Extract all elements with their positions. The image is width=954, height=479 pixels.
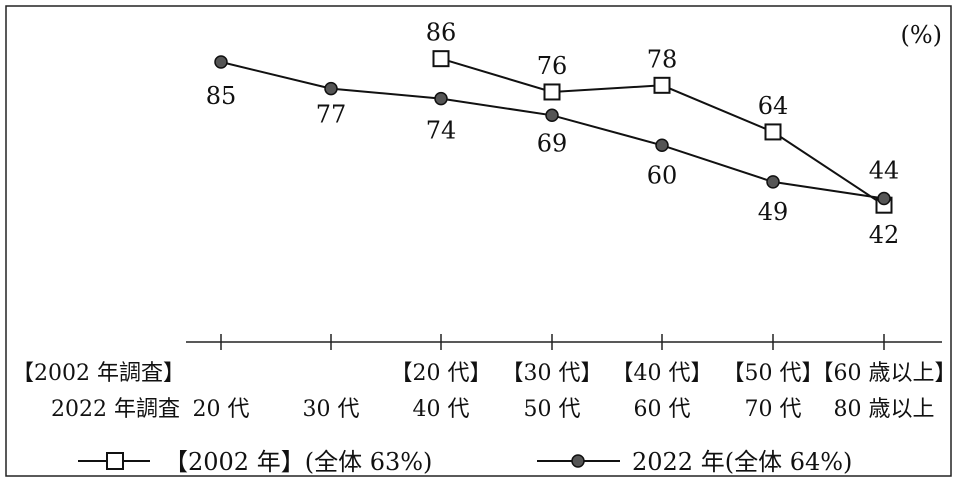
category-label-2022: 40 代	[413, 397, 470, 422]
legend-label-2002: 【2002 年】(全体 63%)	[164, 448, 432, 476]
data-point-square	[543, 83, 561, 101]
legend: 【2002 年】(全体 63%) 2022 年(全体 64%)	[78, 448, 852, 476]
data-point-dot	[766, 175, 780, 189]
data-label: 60	[647, 161, 678, 189]
data-point-square	[764, 123, 782, 141]
category-label-2002: 【60 歳以上】	[812, 361, 954, 386]
category-label-2022: 30 代	[303, 397, 360, 422]
data-label: 64	[758, 92, 789, 120]
data-point-dot	[545, 108, 559, 123]
category-label-2022: 80 歳以上	[834, 397, 935, 422]
category-labels-2022: 20 代 30 代 40 代 50 代 60 代 70 代 80 歳以上	[193, 397, 935, 422]
legend-dot-marker	[571, 454, 585, 468]
category-label-2022: 70 代	[745, 397, 802, 422]
data-label: 42	[869, 221, 900, 249]
x-ticks	[220, 334, 885, 350]
row-label-2002: 【2002 年調査】	[12, 361, 185, 386]
data-label: 85	[206, 82, 237, 110]
row-label-2022: 2022 年調査	[51, 397, 180, 422]
data-point-square	[653, 76, 671, 94]
category-label-2002: 【50 代】	[723, 361, 824, 386]
data-label: 77	[316, 101, 347, 129]
unit-label: (%)	[900, 21, 942, 49]
category-label-2022: 60 代	[634, 397, 691, 422]
category-labels-2002: 【20 代】 【30 代】 【40 代】 【50 代】【60 歳以上】	[391, 361, 954, 386]
legend-label-2022: 2022 年(全体 64%)	[632, 448, 852, 476]
data-label: 76	[537, 52, 568, 80]
data-label: 74	[426, 117, 457, 145]
category-label-2002: 【20 代】	[391, 361, 492, 386]
data-point-square	[432, 50, 450, 68]
data-point-dot	[324, 81, 338, 96]
chart-frame	[5, 5, 952, 477]
legend-square-marker	[106, 452, 124, 470]
category-label-2022: 50 代	[524, 397, 581, 422]
data-point-dot	[434, 91, 448, 106]
data-label: 69	[537, 129, 568, 157]
category-label-2002: 【40 代】	[612, 361, 713, 386]
data-label: 78	[647, 45, 678, 73]
data-label: 44	[869, 157, 900, 185]
data-point-dot	[214, 55, 228, 69]
data-point-dot	[877, 191, 891, 206]
data-label: 86	[426, 19, 457, 47]
category-label-2002: 【30 代】	[502, 361, 603, 386]
data-label: 49	[758, 198, 789, 226]
series-2022: 85 77 74 69 60 49 44	[206, 55, 900, 226]
data-point-dot	[655, 138, 669, 152]
category-label-2022: 20 代	[193, 397, 250, 422]
series-2002: 86 76 78 64 42	[426, 19, 900, 250]
